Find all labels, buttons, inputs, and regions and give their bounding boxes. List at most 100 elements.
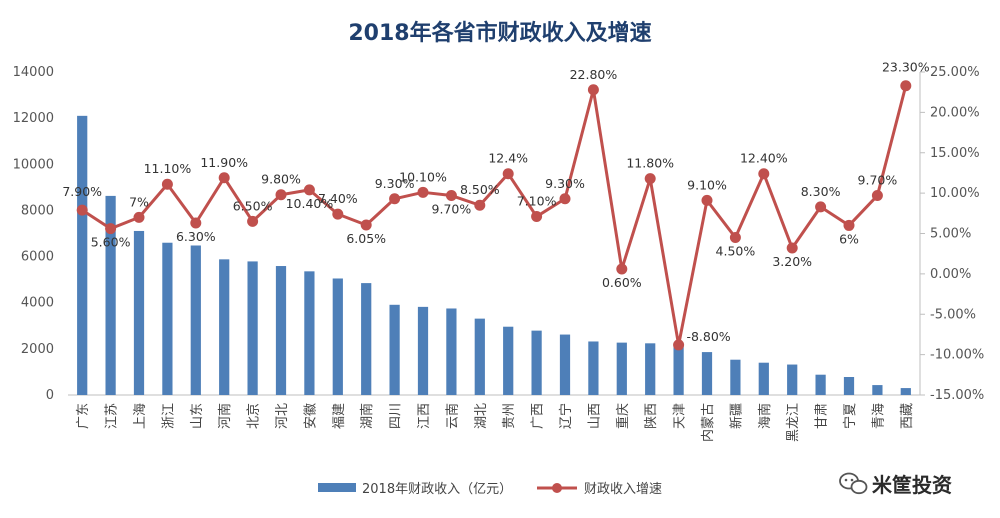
category-label: 北京 — [247, 403, 262, 429]
bar — [190, 245, 201, 395]
category-label: 河南 — [217, 403, 233, 429]
data-label: 9.30% — [375, 176, 415, 191]
line-point — [389, 193, 401, 205]
chart-title: 2018年各省市财政收入及增速 — [348, 20, 651, 46]
wechat-icon — [839, 472, 868, 495]
y-right-tick-label: -15.00% — [930, 388, 984, 403]
bar — [900, 388, 911, 395]
bar — [815, 374, 826, 395]
data-label: 11.90% — [200, 155, 248, 170]
bar — [872, 385, 883, 395]
line-point — [133, 211, 145, 223]
bar — [559, 334, 571, 395]
line-point — [531, 211, 543, 223]
category-label: 云南 — [444, 403, 460, 429]
category-label: 浙江 — [161, 403, 176, 429]
bar — [417, 306, 429, 395]
category-label: 福建 — [332, 403, 347, 429]
bar — [503, 326, 514, 395]
line-point — [616, 263, 628, 275]
category-label: 青海 — [871, 403, 886, 429]
data-label: 11.80% — [626, 156, 674, 171]
data-label: 10.10% — [399, 169, 447, 184]
line-point — [673, 339, 685, 351]
category-label: 内蒙古 — [700, 403, 716, 442]
category-label: 江苏 — [104, 403, 120, 429]
line-point — [559, 193, 571, 205]
data-label: 23.30% — [882, 60, 930, 75]
category-label: 重庆 — [615, 403, 631, 429]
bar — [730, 359, 741, 395]
y-right-tick-label: 0.00% — [930, 267, 971, 282]
category-label: 新疆 — [728, 403, 744, 429]
data-label: 8.30% — [801, 184, 841, 199]
data-label: 9.70% — [432, 202, 472, 217]
bar — [787, 364, 798, 395]
data-label: 10.40% — [286, 196, 334, 211]
data-label: 6% — [839, 231, 859, 246]
data-label: 7.10% — [517, 194, 557, 209]
legend-line-label: 财政收入增速 — [584, 482, 662, 497]
line-point — [502, 168, 514, 180]
bar — [162, 242, 173, 395]
bar — [673, 346, 684, 395]
line-point — [587, 84, 599, 96]
line-point — [644, 173, 656, 185]
category-label: 甘肃 — [815, 403, 830, 429]
category-label: 山东 — [190, 403, 205, 429]
legend-line-marker — [552, 483, 562, 493]
legend-bar-label: 2018年财政收入（亿元） — [362, 482, 512, 497]
line-point — [417, 186, 429, 198]
bar — [332, 278, 343, 395]
category-label: 四川 — [389, 403, 404, 429]
watermark: 米筐投资 — [839, 472, 952, 497]
bar — [645, 343, 656, 395]
line-point — [190, 217, 202, 229]
y-right-tick-label: 25.00% — [930, 65, 980, 80]
bar — [275, 266, 287, 395]
data-label: 6.50% — [233, 198, 273, 213]
y-right-tick-label: 20.00% — [930, 105, 980, 120]
data-label: 12.40% — [740, 151, 788, 166]
line-point — [161, 178, 173, 190]
category-labels: 广东 江苏 上海 浙江 山东 河南 北京 河北 安徽 福建 湖南 四川 江西 云南 湖北 贵州 广西 辽宁 山西 重庆… — [76, 403, 915, 442]
line-point — [758, 168, 770, 180]
bar — [361, 283, 372, 395]
line-point — [445, 190, 457, 202]
data-label: 4.50% — [716, 244, 756, 259]
data-label: 9.70% — [858, 173, 898, 188]
data-label: -8.80% — [686, 329, 730, 344]
bar — [701, 352, 713, 395]
bar — [247, 261, 258, 395]
bar — [219, 259, 230, 395]
legend-bar-swatch — [318, 483, 356, 492]
category-label: 陕西 — [644, 403, 659, 429]
line-point — [843, 219, 855, 231]
y-left-tick-label: 0 — [46, 388, 54, 403]
line-point — [105, 223, 117, 235]
data-label: 6.30% — [176, 229, 216, 244]
y-left-tick-label: 10000 — [13, 157, 54, 172]
category-label: 黑龙江 — [786, 403, 801, 442]
y-right-tick-label: 15.00% — [930, 146, 980, 161]
data-label: 11.10% — [144, 161, 192, 176]
bar — [446, 308, 457, 395]
y-left-tick-label: 4000 — [21, 296, 54, 311]
y-left-tick-label: 8000 — [21, 203, 54, 218]
category-label: 江西 — [417, 403, 432, 429]
data-label: 3.20% — [772, 254, 812, 269]
bar — [474, 318, 485, 395]
category-label: 西藏 — [900, 403, 915, 429]
bar — [616, 342, 627, 395]
data-label: 5.60% — [91, 235, 131, 250]
data-label: 22.80% — [570, 67, 618, 82]
line-point — [786, 242, 798, 254]
data-label: 0.60% — [602, 275, 642, 290]
y-right-tick-label: -5.00% — [930, 307, 976, 322]
line-point — [729, 232, 741, 244]
category-label: 湖南 — [359, 403, 375, 429]
category-label: 河北 — [275, 403, 290, 429]
line-point — [701, 194, 713, 206]
